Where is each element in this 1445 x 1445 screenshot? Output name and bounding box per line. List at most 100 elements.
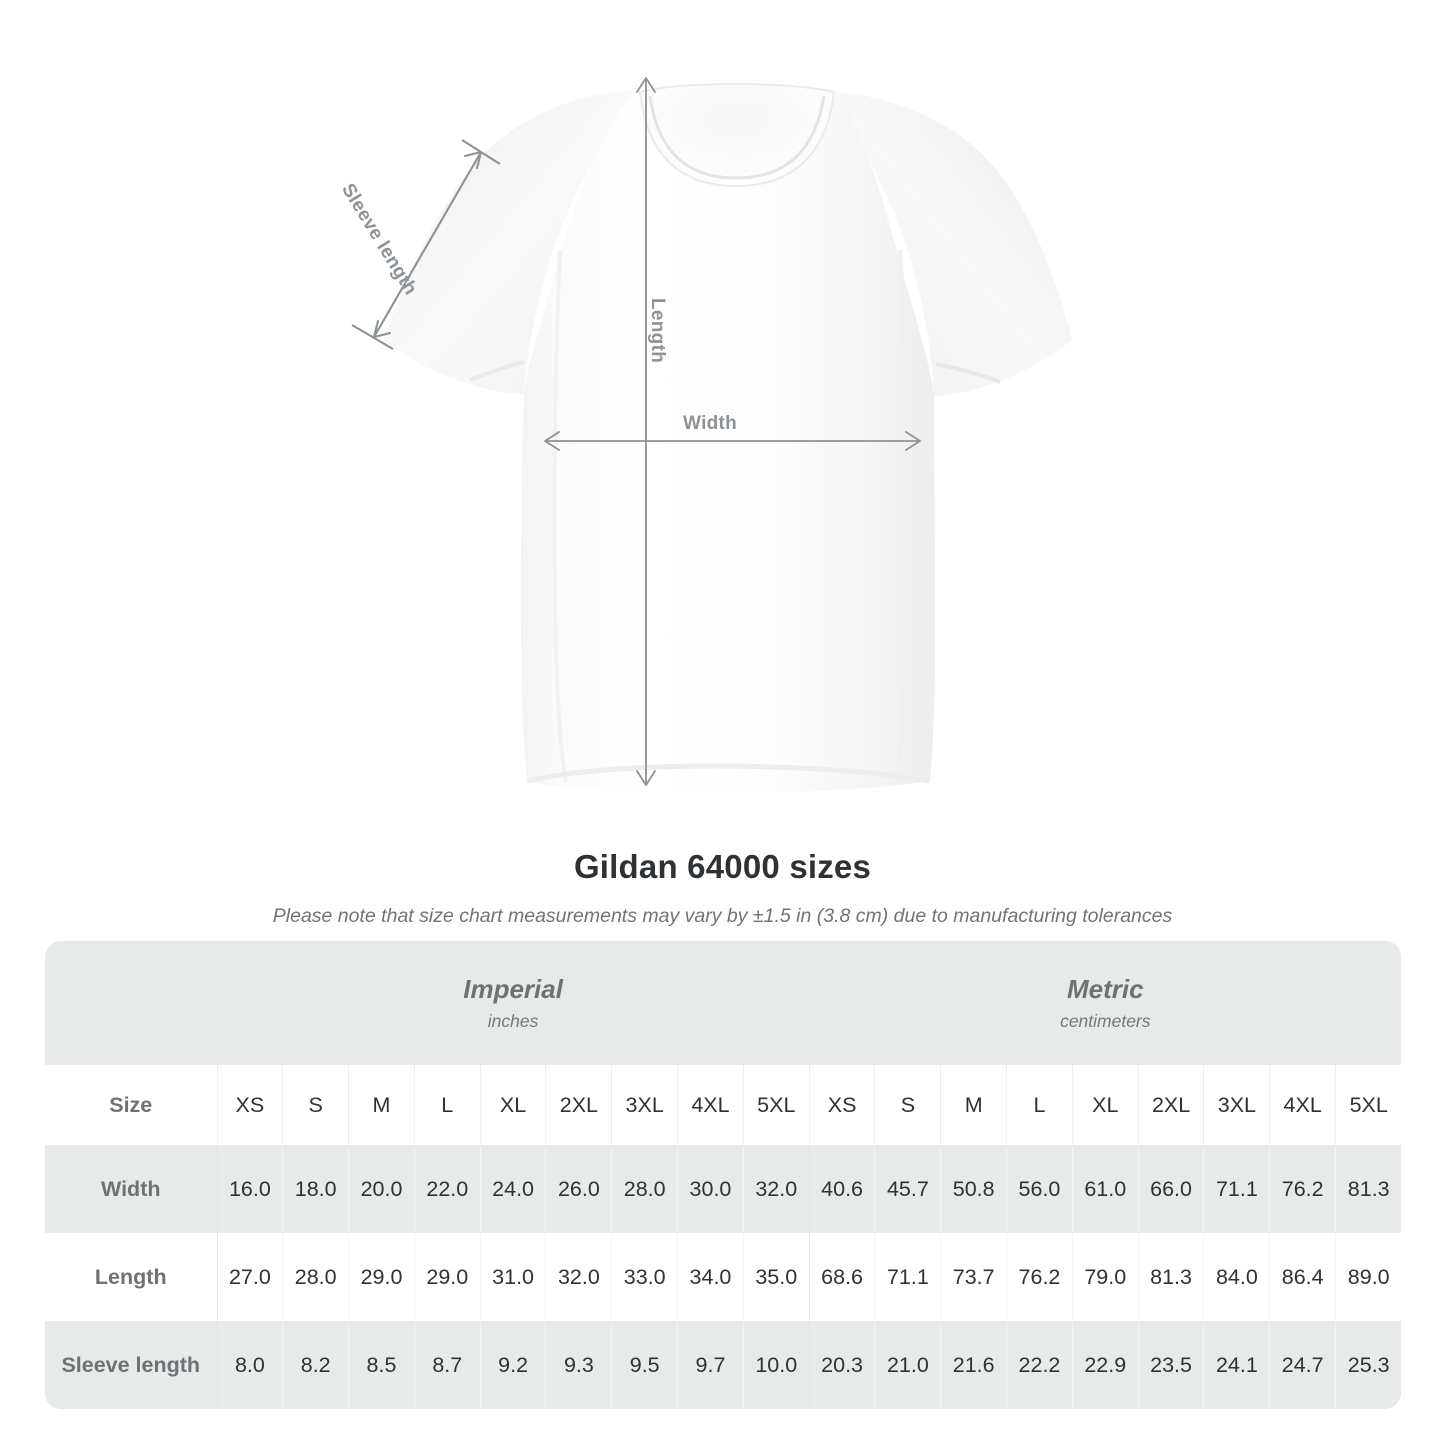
cell-length-imperial-l: 29.0 xyxy=(413,1233,481,1321)
right-sleeve xyxy=(836,92,1072,396)
table-row: Length 27.0 28.0 29.0 29.0 31.0 32.0 33.… xyxy=(45,1233,1401,1321)
size-header-metric-2xl: 2XL xyxy=(1137,1065,1204,1145)
cell-length-imperial-s: 28.0 xyxy=(282,1233,349,1321)
cell-width-imperial-xs: 16.0 xyxy=(216,1145,283,1233)
cell-length-metric-5xl: 89.0 xyxy=(1335,1233,1401,1321)
cell-width-imperial-3xl: 28.0 xyxy=(611,1145,678,1233)
cell-sleeve-imperial-2xl: 9.3 xyxy=(545,1321,612,1409)
row-label-length: Length xyxy=(45,1233,217,1321)
size-header-imperial-l: L xyxy=(413,1065,481,1145)
size-header-imperial-xl: XL xyxy=(479,1065,546,1145)
unit-group-imperial-name: Imperial xyxy=(463,974,563,1004)
collar xyxy=(638,82,836,188)
cell-sleeve-imperial-5xl: 10.0 xyxy=(742,1321,810,1409)
chart-header: Gildan 64000 sizes Please note that size… xyxy=(0,845,1445,929)
size-header-metric-xs: XS xyxy=(808,1065,875,1145)
cell-length-metric-4xl: 86.4 xyxy=(1269,1233,1336,1321)
right-cuff xyxy=(935,362,1001,384)
cell-width-metric-5xl: 81.3 xyxy=(1335,1145,1401,1233)
size-header-metric-5xl: 5XL xyxy=(1335,1065,1401,1145)
row-label-sleeve-length: Sleeve length xyxy=(45,1321,217,1409)
cell-width-metric-2xl: 66.0 xyxy=(1137,1145,1204,1233)
cell-length-imperial-4xl: 34.0 xyxy=(677,1233,744,1321)
size-header-metric-4xl: 4XL xyxy=(1269,1065,1336,1145)
cell-sleeve-imperial-xs: 8.0 xyxy=(216,1321,283,1409)
size-table-container: Imperial inches Metric centimeters Size … xyxy=(45,941,1401,1409)
unit-group-imperial-units: inches xyxy=(487,1011,539,1031)
width-label: Width xyxy=(683,413,738,434)
length-label: Length xyxy=(647,298,668,364)
cell-width-metric-xs: 40.6 xyxy=(808,1145,875,1233)
size-row-label: Size xyxy=(45,1065,217,1145)
cell-length-imperial-xs: 27.0 xyxy=(216,1233,283,1321)
cell-length-imperial-2xl: 32.0 xyxy=(545,1233,612,1321)
size-header-row: Size XS S M L XL 2XL 3XL 4XL 5XL XS S M … xyxy=(45,1065,1401,1145)
cell-width-imperial-s: 18.0 xyxy=(282,1145,349,1233)
row-label-width: Width xyxy=(45,1145,217,1233)
cell-sleeve-imperial-s: 8.2 xyxy=(282,1321,349,1409)
cell-length-metric-l: 76.2 xyxy=(1006,1233,1073,1321)
tshirt-graphic xyxy=(351,77,1072,793)
size-header-metric-s: S xyxy=(874,1065,941,1145)
size-header-metric-l: L xyxy=(1006,1065,1073,1145)
cell-length-imperial-xl: 31.0 xyxy=(479,1233,546,1321)
cell-width-metric-m: 50.8 xyxy=(940,1145,1007,1233)
cell-sleeve-metric-m: 21.6 xyxy=(940,1321,1007,1409)
table-row: Width 16.0 18.0 20.0 22.0 24.0 26.0 28.0… xyxy=(45,1145,1401,1233)
page-title: Gildan 64000 sizes xyxy=(573,848,872,885)
size-header-metric-3xl: 3XL xyxy=(1203,1065,1270,1145)
tshirt-illustration: Sleeve length Length Width xyxy=(337,77,1072,793)
cell-sleeve-metric-4xl: 24.7 xyxy=(1269,1321,1336,1409)
cell-width-imperial-xl: 24.0 xyxy=(479,1145,546,1233)
width-dimension xyxy=(544,431,921,451)
collar-stitch xyxy=(648,95,826,180)
cell-sleeve-metric-2xl: 23.5 xyxy=(1137,1321,1204,1409)
left-sleeve xyxy=(383,90,636,394)
fold-left xyxy=(552,249,568,783)
cell-sleeve-metric-3xl: 24.1 xyxy=(1203,1321,1270,1409)
size-header-imperial-xs: XS xyxy=(216,1065,283,1145)
unit-group-metric-units: centimeters xyxy=(1060,1011,1151,1031)
length-dimension xyxy=(636,77,656,786)
size-header-metric-xl: XL xyxy=(1071,1065,1139,1145)
cell-width-imperial-m: 20.0 xyxy=(348,1145,415,1233)
sleeve-length-dimension xyxy=(351,139,501,350)
size-header-metric-m: M xyxy=(940,1065,1007,1145)
cell-length-metric-s: 71.1 xyxy=(874,1233,941,1321)
cell-width-imperial-4xl: 30.0 xyxy=(677,1145,744,1233)
table-row: Sleeve length 8.0 8.2 8.5 8.7 9.2 9.3 9.… xyxy=(45,1321,1401,1409)
cell-length-imperial-m: 29.0 xyxy=(348,1233,415,1321)
left-cuff xyxy=(469,360,525,382)
cell-width-metric-3xl: 71.1 xyxy=(1203,1145,1270,1233)
fold-right xyxy=(894,249,910,783)
cell-sleeve-imperial-xl: 9.2 xyxy=(479,1321,546,1409)
tolerance-note: Please note that size chart measurements… xyxy=(272,905,1173,927)
unit-group-metric: Metric centimeters xyxy=(809,941,1401,1065)
cell-length-imperial-3xl: 33.0 xyxy=(611,1233,678,1321)
size-header-imperial-m: M xyxy=(348,1065,415,1145)
hem xyxy=(526,763,931,784)
shirt-body xyxy=(520,84,935,793)
cell-length-metric-2xl: 81.3 xyxy=(1137,1233,1204,1321)
cell-sleeve-imperial-4xl: 9.7 xyxy=(677,1321,744,1409)
cell-length-metric-m: 73.7 xyxy=(940,1233,1007,1321)
cell-sleeve-metric-l: 22.2 xyxy=(1006,1321,1073,1409)
unit-group-imperial: Imperial inches xyxy=(217,941,810,1065)
cell-length-metric-xl: 79.0 xyxy=(1071,1233,1139,1321)
cell-width-imperial-2xl: 26.0 xyxy=(545,1145,612,1233)
size-header-imperial-2xl: 2XL xyxy=(545,1065,612,1145)
cell-width-metric-4xl: 76.2 xyxy=(1269,1145,1336,1233)
size-header-imperial-3xl: 3XL xyxy=(611,1065,678,1145)
cell-sleeve-imperial-m: 8.5 xyxy=(348,1321,415,1409)
unit-header-row: Imperial inches Metric centimeters xyxy=(45,941,1401,1065)
unit-header-spacer xyxy=(45,941,217,1065)
cell-sleeve-metric-xs: 20.3 xyxy=(808,1321,875,1409)
cell-sleeve-imperial-l: 8.7 xyxy=(413,1321,481,1409)
cell-sleeve-metric-s: 21.0 xyxy=(874,1321,941,1409)
size-header-imperial-5xl: 5XL xyxy=(742,1065,810,1145)
cell-width-metric-s: 45.7 xyxy=(874,1145,941,1233)
cell-length-imperial-5xl: 35.0 xyxy=(742,1233,810,1321)
unit-group-metric-name: Metric xyxy=(1067,974,1144,1004)
cell-sleeve-metric-5xl: 25.3 xyxy=(1335,1321,1401,1409)
